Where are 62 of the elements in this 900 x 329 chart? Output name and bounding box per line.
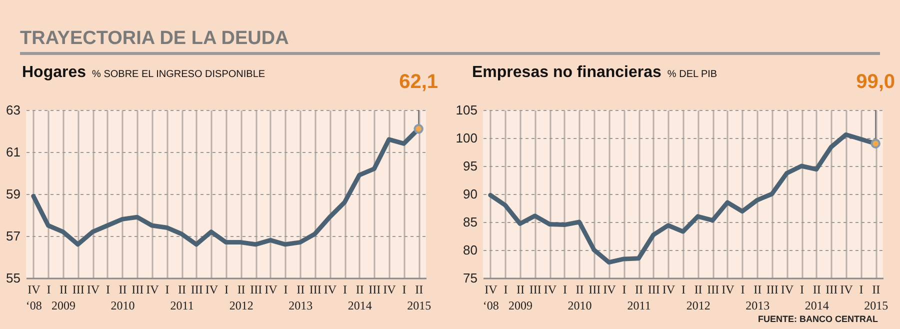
x-tick-label: III [72,282,84,296]
x-tick-label: III [309,282,322,296]
x-tick-label: I [224,282,228,296]
x-tick-label: IV [383,282,396,296]
x-tick-label: I [106,282,110,296]
annotation: 62,1 [399,71,438,93]
annotation: 99,0 [856,71,896,93]
y-tick-label: 63 [6,102,20,118]
x-tick-label: IV [544,282,557,296]
x-tick-label: III [368,282,381,296]
y-tick-label: 55 [6,270,20,286]
x-tick-label: I [622,282,626,296]
x-tick-label: I [343,282,348,296]
text: TRAYECTORIA DE LA DEUDA [20,28,880,55]
x-tick-label: IV [86,282,100,296]
chart-subtitle: % SOBRE EL INGRESO DISPONIBLE [92,69,266,80]
x-tick-label: IV [662,282,676,296]
x-tick-label: IV [324,282,337,296]
x-tick-label: III [529,282,542,296]
x-tick-label: III [132,282,144,296]
x-tick-label: I [800,282,804,296]
x-tick-label: I [504,282,508,296]
chart-title: Empresas no financieras [472,64,662,81]
y-tick-label: 90 [463,186,478,202]
y-tick-label: 100 [456,130,478,146]
x-tick-label: III [826,282,838,296]
x-tick-label: IV [722,282,735,296]
y-tick-label: 80 [463,242,478,258]
y-tick-label: 105 [456,102,478,118]
y-tick-label: 61 [6,144,20,160]
x-tick-label: I [740,282,745,296]
x-tick-label: III [707,282,720,296]
y-tick-label: 75 [463,270,478,286]
x-tick-label: III [766,282,778,296]
x-tick-label: IV [840,282,854,296]
x-tick-label: IV [603,282,616,296]
x-tick-label: I [859,282,864,296]
x-tick-label: III [588,282,601,296]
x-tick-label: II 2015 [407,282,432,312]
x-tick-label: II 2015 [864,282,888,312]
x-tick-label: IV ‘08 [26,282,42,312]
x-tick-label: IV [205,282,218,296]
x-tick-label: III [190,282,203,296]
x-tick-label: I [682,282,686,296]
x-tick-label: III [648,282,660,296]
x-tick-label: III [250,282,262,296]
x-tick-label: I [562,282,567,296]
y-tick-label: 95 [463,158,478,174]
chart-title: Hogares [22,64,86,81]
x-tick-label: I [46,282,51,296]
source-note: FUENTE: BANCO CENTRAL [758,314,878,324]
x-tick-label: IV ‘08 [482,282,499,312]
y-tick-label: 57 [6,228,20,244]
x-tick-label: IV [780,282,794,296]
y-tick-label: 85 [463,214,478,230]
x-tick-label: I [284,282,288,296]
x-tick-label: IV [264,282,278,296]
x-tick-label: I [165,282,170,296]
x-tick-label: I [402,282,406,296]
chart-subtitle: % DEL PIB [667,69,718,80]
y-tick-label: 59 [6,186,20,202]
x-tick-label: IV [146,282,160,296]
